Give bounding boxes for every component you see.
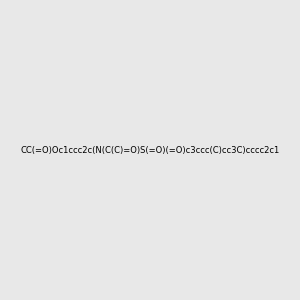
Text: CC(=O)Oc1ccc2c(N(C(C)=O)S(=O)(=O)c3ccc(C)cc3C)cccc2c1: CC(=O)Oc1ccc2c(N(C(C)=O)S(=O)(=O)c3ccc(C… (20, 146, 280, 154)
